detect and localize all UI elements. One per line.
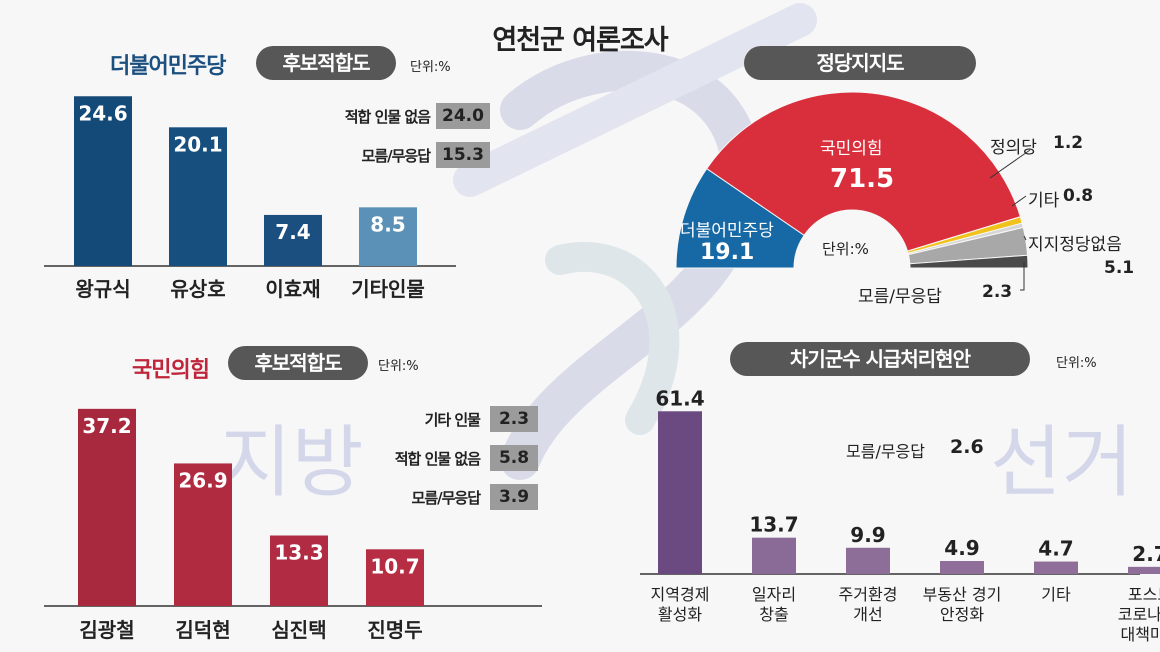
bar (658, 411, 702, 574)
democratic-bar-chart: 24.6 왕규식 20.1 유상호 7.4 이효재 8.5 기타인물 (44, 96, 456, 301)
bar (752, 537, 796, 574)
pie-slice (909, 254, 1029, 269)
page-title: 연천군 여론조사 (492, 25, 668, 56)
democratic-party-title: 더불어민주당 (110, 54, 226, 79)
watermark-left-text: 지방 (220, 418, 364, 508)
bar-value-label: 20.1 (173, 132, 222, 156)
category-label: 지역경제 (651, 585, 710, 604)
category-label: 대책마련 (1121, 625, 1160, 644)
category-label: 김광철 (79, 618, 134, 642)
urgent-issues-pill: 차기군수 시급처리현안 (730, 342, 1030, 376)
category-label: 기타 (1041, 585, 1071, 604)
pie-value-no-party: 5.1 (1104, 258, 1135, 278)
pie-label-democratic: 더불어민주당 (680, 221, 774, 241)
pie-label-justice: 정의당 (990, 138, 1037, 158)
leader-line (1023, 235, 1027, 241)
party-support-pie-chart (675, 91, 1031, 291)
bar (846, 547, 890, 574)
category-label: 부동산 경기 (923, 585, 1002, 604)
bar-value-label: 8.5 (370, 212, 405, 236)
pie-slice (706, 91, 1022, 252)
watermark-right-text: 선거 (990, 418, 1134, 508)
bar-value-label: 10.7 (370, 554, 419, 578)
logo-stroke (453, 3, 817, 197)
category-label: 안정화 (940, 605, 984, 624)
bar (359, 207, 417, 266)
bar (78, 408, 136, 606)
party-support-pill: 정당지지도 (744, 46, 976, 80)
bar-value-label: 4.7 (1038, 537, 1073, 561)
urgent-issues-unit-label: 단위:% (1056, 356, 1097, 371)
democratic-extra-value: 15.3 (436, 142, 490, 168)
bar-value-label: 13.3 (274, 541, 323, 565)
bar (169, 127, 227, 266)
urgent-issues-extra-value: 2.6 (950, 436, 984, 458)
urgent-issues-extra-label: 모름/무응답 (846, 442, 925, 461)
category-label: 이효재 (265, 277, 320, 301)
bar-value-label: 37.2 (82, 414, 131, 438)
bar (174, 463, 232, 606)
ppp-extra-value: 3.9 (490, 484, 538, 510)
bar (940, 561, 984, 574)
bar-value-label: 4.9 (944, 536, 979, 560)
category-label: 창출 (759, 605, 788, 624)
leader-line (989, 149, 1031, 179)
bar (1128, 566, 1160, 574)
party-support-unit-label: 단위:% (822, 240, 869, 258)
bar (270, 535, 328, 606)
bar-value-label: 2.7 (1132, 542, 1160, 566)
pie-value-justice: 1.2 (1053, 133, 1084, 153)
bar (366, 549, 424, 606)
pie-label-unknown: 모름/무응답 (858, 287, 942, 307)
logo-stroke (545, 241, 680, 435)
bar (264, 214, 322, 266)
democratic-extra-label: 적합 인물 없음 (344, 108, 431, 126)
category-label: 진명두 (367, 618, 422, 642)
category-label: 일자리 (752, 585, 796, 604)
ppp-extra-label: 적합 인물 없음 (394, 450, 481, 468)
democratic-unit-label: 단위:% (410, 60, 451, 75)
ppp-bar-chart: 37.2 김광철 26.9 김덕현 13.3 심진택 10.7 진명두 (44, 408, 542, 642)
category-label: 개선 (853, 605, 882, 624)
ppp-extra-value: 5.8 (490, 445, 538, 471)
bar-value-label: 9.9 (850, 523, 885, 547)
ppp-party-title: 국민의힘 (132, 358, 210, 383)
ppp-unit-label: 단위:% (378, 359, 419, 374)
category-label: 활성화 (658, 605, 702, 624)
ppp-extra-value: 2.3 (490, 406, 538, 432)
pie-label-other: 기타 (1028, 191, 1060, 211)
bar-value-label: 7.4 (275, 220, 310, 244)
pie-value-other: 0.8 (1063, 186, 1094, 206)
democratic-suitability-pill: 후보적합도 (256, 46, 396, 80)
category-label: 왕규식 (75, 277, 130, 301)
ppp-extra-label: 기타 인물 (424, 411, 481, 429)
pie-value-democratic: 19.1 (700, 240, 755, 265)
ppp-extra-label: 모름/무응답 (411, 489, 481, 507)
category-label: 김덕현 (175, 618, 230, 642)
democratic-extra-label: 모름/무응답 (361, 147, 431, 165)
category-label: 유상호 (170, 277, 225, 301)
category-label: 포스트 (1128, 585, 1160, 604)
ppp-suitability-pill: 후보적합도 (228, 346, 368, 380)
bar-value-label: 24.6 (78, 101, 127, 125)
pie-value-unknown: 2.3 (982, 282, 1013, 302)
category-label: 코로나19 (1118, 605, 1160, 624)
category-label: 기타인물 (351, 277, 425, 301)
category-label: 심진택 (271, 618, 326, 642)
bar-value-label: 13.7 (749, 513, 798, 537)
bar (74, 96, 132, 266)
category-label: 주거환경 (839, 585, 898, 604)
bar-value-label: 26.9 (178, 468, 227, 492)
pie-label-no-party: 지지정당없음 (1028, 235, 1122, 255)
bar (1034, 561, 1078, 574)
democratic-extra-value: 24.0 (436, 103, 490, 129)
leader-line (1011, 195, 1027, 207)
pie-label-ppp: 국민의힘 (820, 139, 883, 159)
leader-line (1020, 262, 1025, 291)
pie-value-ppp: 71.5 (830, 164, 895, 194)
bar-value-label: 61.4 (655, 386, 704, 410)
